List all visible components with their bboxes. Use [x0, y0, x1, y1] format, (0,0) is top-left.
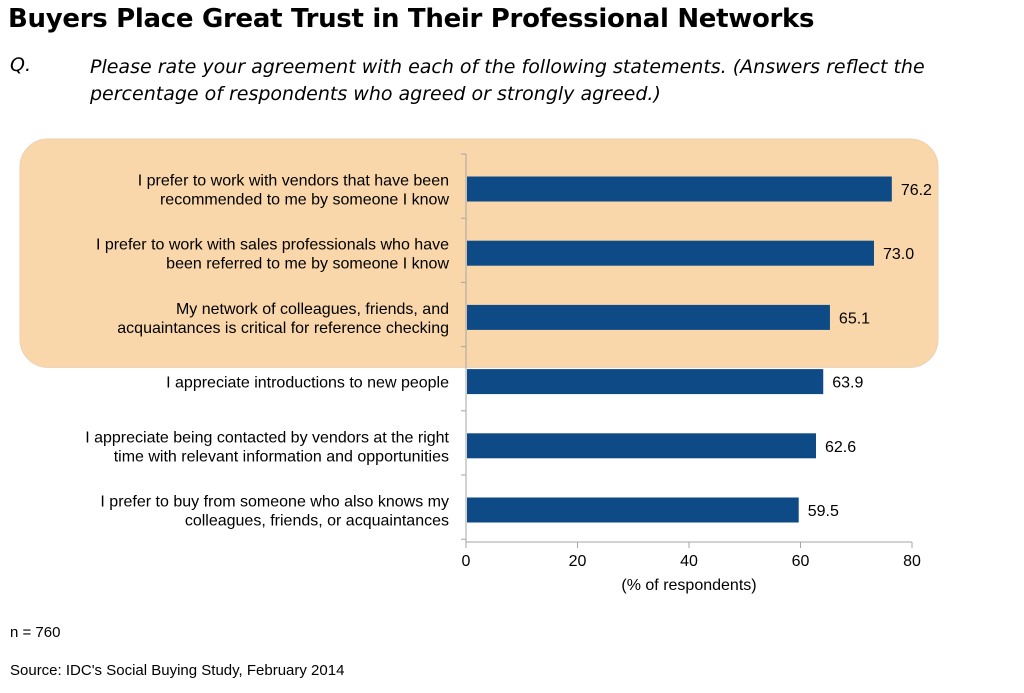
bar-4 — [467, 369, 824, 395]
category-label-line: colleagues, friends, or acquaintances — [185, 513, 449, 530]
category-label-6: I prefer to buy from someone who also kn… — [100, 494, 449, 530]
source-note: Source: IDC's Social Buying Study, Febru… — [10, 662, 345, 679]
category-label-line: I prefer to buy from someone who also kn… — [100, 494, 449, 511]
value-label-2: 73.0 — [883, 246, 914, 263]
category-label-line: I appreciate introductions to new people — [166, 375, 449, 392]
bar-2 — [467, 240, 874, 266]
category-label-line: I prefer to work with sales professional… — [96, 237, 449, 254]
category-label-4: I appreciate introductions to new people — [166, 375, 449, 392]
value-label-1: 76.2 — [901, 182, 932, 199]
category-label-2: I prefer to work with sales professional… — [96, 237, 450, 273]
category-label-1: I prefer to work with vendors that have … — [138, 173, 450, 209]
value-label-5: 62.6 — [825, 439, 856, 456]
category-label-3: My network of colleagues, friends, and ac… — [117, 301, 449, 337]
x-tick-label-0: 0 — [462, 553, 471, 570]
x-axis-title: (% of respondents) — [621, 577, 756, 594]
category-label-line: I prefer to work with vendors that have … — [138, 173, 449, 190]
sample-size-note: n = 760 — [10, 624, 61, 641]
x-tick-label-80: 80 — [903, 553, 921, 570]
x-tick-label-60: 60 — [792, 553, 810, 570]
question-label: Q. — [10, 54, 31, 76]
category-label-line: been referred to me by someone I know — [166, 256, 449, 273]
chart-title: Buyers Place Great Trust in Their Profes… — [8, 4, 815, 34]
bar-6 — [467, 497, 799, 523]
category-label-line: My network of colleagues, friends, and — [176, 301, 449, 318]
bar-5 — [467, 433, 816, 459]
category-label-line: time with relevant information and oppor… — [114, 448, 449, 465]
bar-chart: 76.2 I prefer to work with vendors that h… — [19, 138, 939, 594]
category-label-5: I appreciate being contacted by vendors … — [85, 429, 449, 465]
value-label-6: 59.5 — [808, 503, 839, 520]
bar-1 — [467, 176, 892, 202]
category-label-line: I appreciate being contacted by vendors … — [85, 429, 449, 446]
category-label-line: recommended to me by someone I know — [160, 192, 449, 209]
x-tick-label-20: 20 — [569, 553, 587, 570]
question-text: Please rate your agreement with each of … — [90, 56, 925, 105]
category-label-line: acquaintances is critical for reference … — [117, 320, 449, 337]
value-label-4: 63.9 — [832, 375, 863, 392]
x-tick-label-40: 40 — [680, 553, 698, 570]
value-label-3: 65.1 — [839, 310, 870, 327]
bar-3 — [467, 304, 830, 330]
